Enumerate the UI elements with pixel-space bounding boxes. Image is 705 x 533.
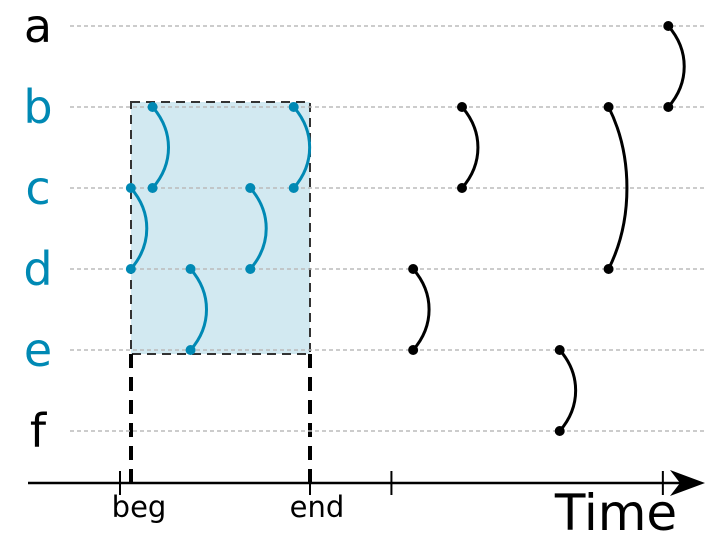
time-window-box (130, 101, 311, 355)
edge-b-c-0 (151, 106, 170, 189)
edge-7-end-dot (554, 426, 565, 436)
node-label-a: a (24, 0, 52, 53)
edge-6-start-dot (457, 102, 467, 112)
edge-0-start-dot (147, 102, 158, 112)
edge-c-d-1 (129, 187, 149, 270)
edge-5-start-dot (408, 264, 419, 274)
edge-c-d-3 (249, 187, 268, 270)
edge-6-end-dot (457, 183, 467, 193)
edge-a-b-9 (667, 25, 686, 108)
edge-1-end-dot (125, 264, 136, 274)
axis-tick-label-beg: beg (112, 490, 167, 524)
edge-4-end-dot (288, 183, 299, 193)
edge-5-end-dot (408, 345, 419, 355)
edge-9-start-dot (663, 21, 674, 31)
edge-9-end-dot (663, 102, 674, 112)
edge-0-end-dot (147, 183, 158, 193)
node-label-c: c (25, 161, 50, 215)
edge-d-e-2 (189, 268, 208, 351)
node-label-f: f (30, 404, 48, 458)
edge-1-start-dot (125, 183, 136, 193)
node-label-b: b (23, 80, 52, 134)
time-axis-label: Time (554, 484, 677, 533)
edge-d-e-5 (412, 268, 431, 351)
axis-tick-label-end: end (290, 490, 345, 524)
edge-b-d-8 (607, 106, 629, 270)
time-axis-arrowhead (670, 470, 705, 496)
node-label-d: d (23, 242, 52, 296)
edge-2-start-dot (185, 264, 196, 274)
edge-8-start-dot (603, 102, 614, 112)
edge-8-end-dot (603, 264, 614, 274)
edge-3-end-dot (245, 264, 256, 274)
edge-7-start-dot (554, 345, 565, 355)
edge-e-f-7 (558, 349, 578, 432)
node-label-e: e (24, 323, 52, 377)
edge-3-start-dot (245, 183, 256, 193)
edge-4-start-dot (288, 102, 299, 112)
edge-b-c-6 (460, 106, 480, 189)
edge-b-c-4 (292, 106, 312, 189)
edge-2-end-dot (185, 345, 196, 355)
